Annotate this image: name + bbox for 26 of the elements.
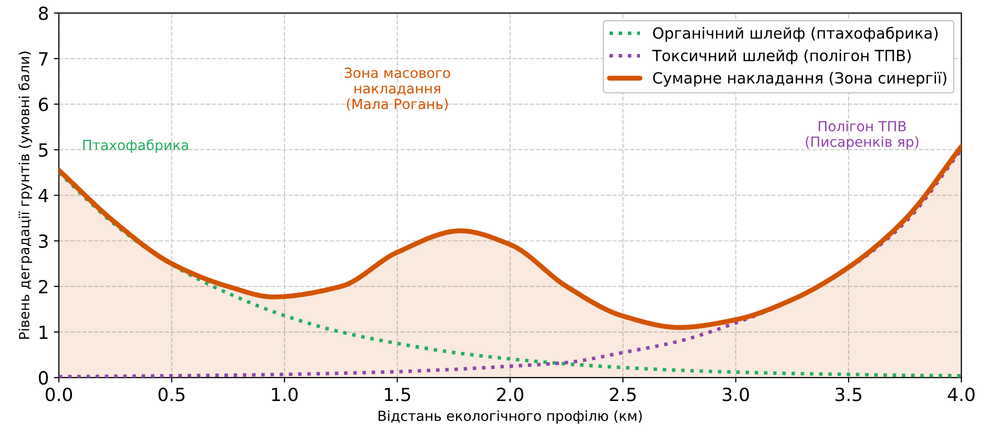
y-tick-label: 6 [38,98,48,112]
x-tick-label: 1.5 [384,388,410,402]
x-tick-label: 3.5 [836,388,862,402]
x-axis-title: Відстань екологічного профілю (км) [378,410,642,424]
x-tick-label: 0.5 [158,388,184,402]
legend-label: Сумарне накладання (Зона синергії) [653,72,946,87]
y-tick-label: 0 [38,371,48,385]
y-tick-label: 2 [38,280,48,294]
y-axis-title: Рівень деградації грунтів (умовні бали) [18,52,32,339]
annotation: Полігон ТПВ (Писаренків яр) [806,120,918,150]
y-tick-label: 7 [39,52,48,66]
annotation: Птахофабрика [83,139,188,153]
x-tick-label: 2.0 [497,388,524,402]
x-tick-label: 1.0 [272,388,298,402]
y-tick-label: 1 [40,326,48,339]
x-tick-label: 4.0 [948,388,975,402]
x-tick-label: 3.0 [722,388,749,402]
annotation: Зона масового накладання (Мала Рогань) [344,68,450,111]
x-tick-label: 0.0 [46,388,72,402]
legend-label: Органічний шлейф (птахофабрика) [653,26,938,42]
y-tick-label: 8 [38,6,48,20]
x-tick-label: 2.5 [610,388,636,402]
y-tick-label: 5 [39,143,48,157]
y-tick-label: 3 [39,234,48,248]
y-tick-label: 4 [38,188,48,202]
legend-label: Токсичний шлейф (полігон ТПВ) [652,49,911,64]
